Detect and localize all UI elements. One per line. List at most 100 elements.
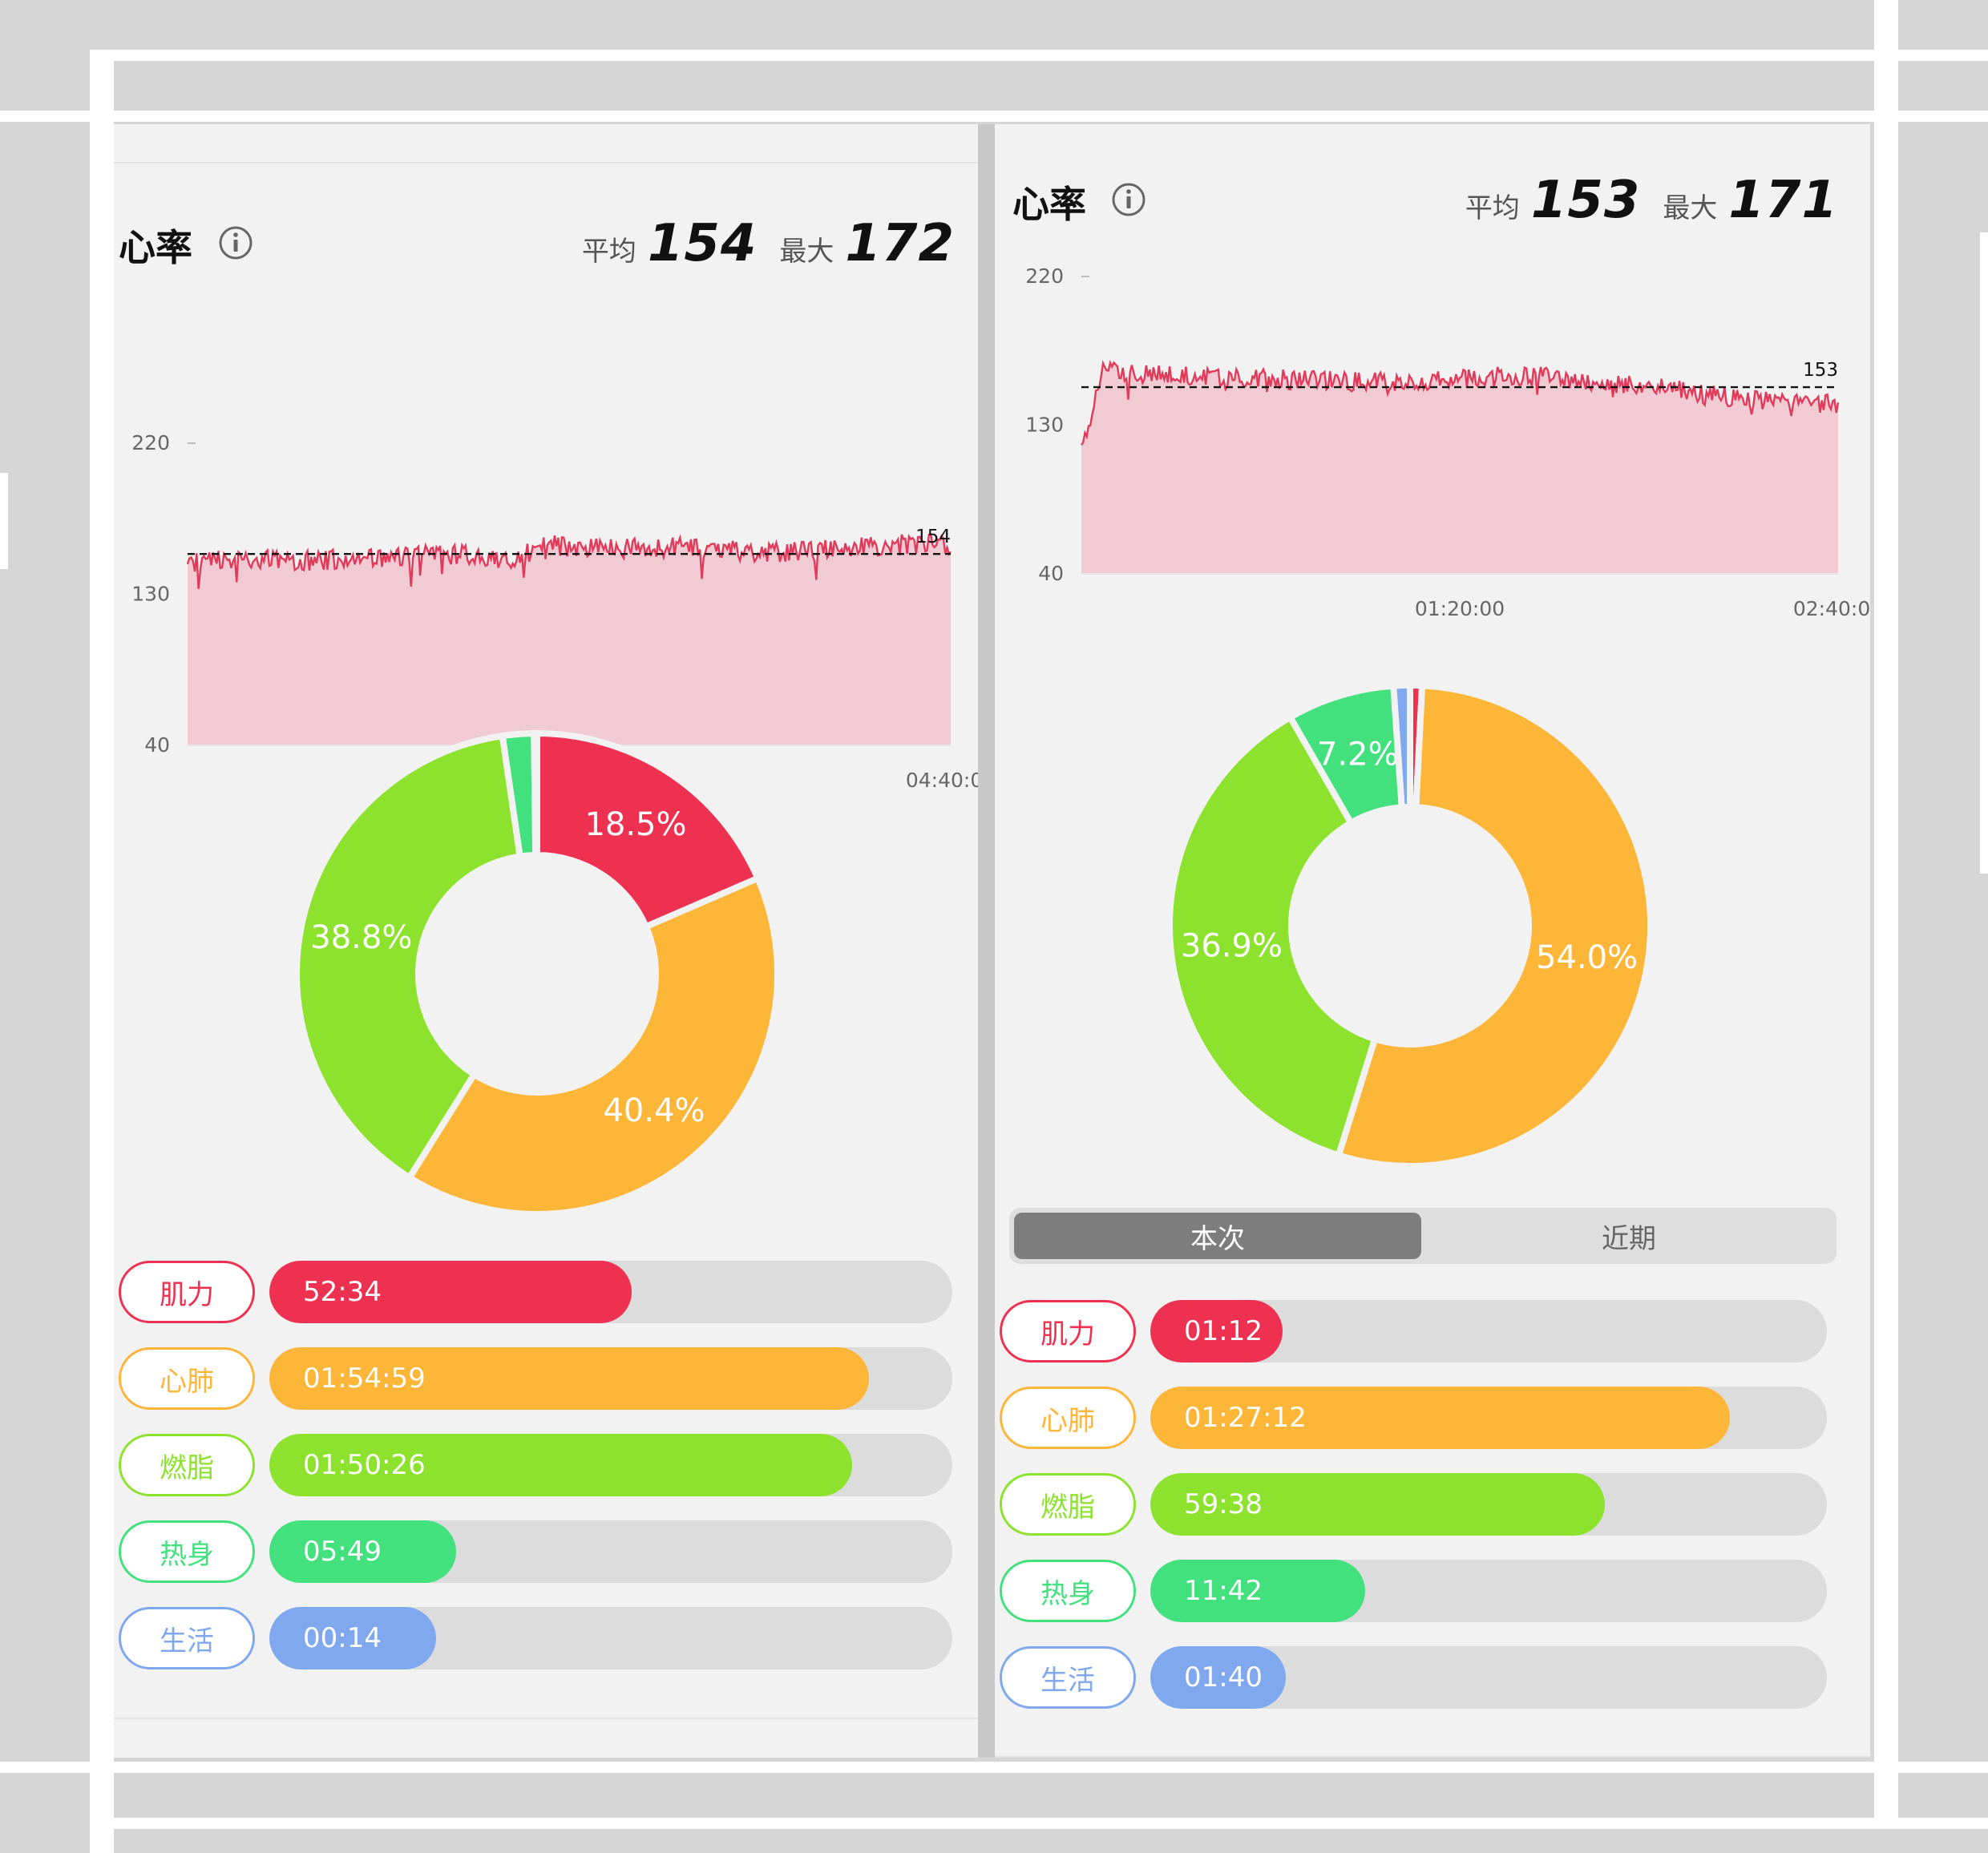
frame-right-outer bbox=[1980, 232, 1988, 874]
bottom-separator bbox=[995, 1756, 1870, 1758]
period-segmented-control: 本次 近期 bbox=[1009, 1208, 1836, 1264]
x-tick-label: 02:40:00 bbox=[1793, 597, 1870, 620]
x-tick-label: 01:20:00 bbox=[1415, 597, 1505, 620]
frame-bottom bbox=[0, 1762, 1988, 1773]
avg-label: 平均 bbox=[581, 236, 636, 268]
zone-progress-fill bbox=[1150, 1473, 1606, 1536]
zone-progress-fill bbox=[1150, 1560, 1366, 1622]
heart-rate-stats: 平均 154 最大 172 bbox=[582, 214, 955, 273]
zone-progress-fill bbox=[269, 1347, 870, 1410]
heart-rate-title: 心率 bbox=[119, 226, 192, 269]
zone-row: 热身 11:42 bbox=[1000, 1560, 1827, 1622]
frame-top-2 bbox=[0, 111, 1988, 122]
frame-left-outer bbox=[0, 473, 8, 569]
zone-row: 肌力 52:34 bbox=[119, 1261, 952, 1323]
zone-progress-fill bbox=[269, 1434, 852, 1496]
heart-rate-line bbox=[1081, 359, 1840, 446]
frame-top bbox=[90, 50, 1988, 61]
zone-row: 热身 05:49 bbox=[119, 1520, 952, 1583]
zone-duration: 52:34 bbox=[303, 1276, 382, 1308]
heart-rate-panel-left: 心率 平均 154 最大 172 2201304002:20:0004:40:0… bbox=[114, 124, 978, 1758]
frame-bottom-2 bbox=[90, 1818, 1988, 1829]
y-tick-label: 220 bbox=[1025, 264, 1064, 288]
zone-duration: 11:42 bbox=[1184, 1575, 1263, 1607]
zone-row: 肌力 01:12 bbox=[1000, 1300, 1827, 1362]
frame-right bbox=[1874, 0, 1898, 1827]
zone-row: 燃脂 59:38 bbox=[1000, 1473, 1827, 1536]
zone-progress-track: 52:34 bbox=[269, 1261, 952, 1323]
zone-progress-track: 05:49 bbox=[269, 1520, 952, 1583]
donut-slice-label: 7.2% bbox=[1317, 737, 1399, 773]
zone-badge[interactable]: 热身 bbox=[119, 1520, 255, 1583]
zone-duration: 01:54:59 bbox=[303, 1362, 426, 1395]
zone-badge[interactable]: 热身 bbox=[1000, 1560, 1136, 1622]
donut-slice-label: 38.8% bbox=[310, 919, 412, 956]
zone-badge[interactable]: 心肺 bbox=[119, 1347, 255, 1410]
zone-progress-track: 00:14 bbox=[269, 1607, 952, 1669]
zone-donut-chart: 18.5% 40.4% 38.8% bbox=[293, 729, 781, 1217]
donut-slice[interactable] bbox=[405, 874, 781, 1217]
zone-progress-track: 01:27:12 bbox=[1150, 1387, 1827, 1449]
zone-progress-fill bbox=[1150, 1300, 1283, 1362]
average-line-label: 153 bbox=[1803, 360, 1838, 381]
zone-duration: 01:27:12 bbox=[1184, 1402, 1307, 1434]
tab-this-session[interactable]: 本次 bbox=[1014, 1213, 1421, 1259]
zone-progress-fill bbox=[269, 1520, 457, 1583]
info-icon[interactable] bbox=[218, 225, 253, 260]
zone-progress-track: 01:50:26 bbox=[269, 1434, 952, 1496]
donut-slice[interactable] bbox=[534, 729, 762, 931]
avg-value: 154 bbox=[647, 214, 758, 273]
heart-rate-title: 心率 bbox=[1012, 183, 1086, 226]
y-tick-label: 130 bbox=[1025, 414, 1064, 437]
zone-progress-track: 01:12 bbox=[1150, 1300, 1827, 1362]
tab-recent[interactable]: 近期 bbox=[1602, 1222, 1656, 1255]
zone-duration: 01:12 bbox=[1184, 1315, 1263, 1347]
average-line-label: 154 bbox=[915, 527, 951, 547]
zone-duration: 00:14 bbox=[303, 1622, 382, 1654]
y-tick-label: 130 bbox=[131, 583, 170, 606]
donut-slice[interactable] bbox=[293, 732, 524, 1182]
donut-slice-label: 40.4% bbox=[603, 1092, 705, 1129]
zone-duration: 59:38 bbox=[1184, 1488, 1263, 1520]
zone-progress-fill bbox=[269, 1607, 436, 1669]
donut-slice[interactable] bbox=[1166, 713, 1380, 1160]
heart-rate-panel-right: 心率 平均 153 最大 171 220 130 40 01:20:00 02:40:0… bbox=[995, 124, 1870, 1758]
max-value: 172 bbox=[845, 214, 955, 273]
max-value: 171 bbox=[1728, 171, 1838, 230]
top-separator bbox=[114, 162, 978, 164]
donut-slice-label: 36.9% bbox=[1181, 928, 1283, 965]
zone-badge[interactable]: 燃脂 bbox=[1000, 1473, 1136, 1536]
zone-donut-chart: 54.0% 36.9% 7.2% bbox=[1166, 681, 1654, 1169]
heart-rate-stats: 平均 153 最大 171 bbox=[1465, 171, 1838, 230]
heart-rate-line bbox=[186, 533, 952, 590]
frame-left bbox=[90, 50, 114, 1853]
zone-badge[interactable]: 生活 bbox=[119, 1607, 255, 1669]
zone-progress-track: 59:38 bbox=[1150, 1473, 1827, 1536]
zone-duration: 01:50:26 bbox=[303, 1449, 426, 1481]
donut-slice[interactable] bbox=[1334, 682, 1654, 1169]
zone-row: 心肺 01:27:12 bbox=[1000, 1387, 1827, 1449]
panel-divider bbox=[978, 124, 995, 1758]
bottom-separator bbox=[114, 1718, 978, 1719]
donut-slice-label: 18.5% bbox=[584, 806, 686, 843]
info-icon[interactable] bbox=[1111, 182, 1146, 217]
zone-row: 生活 00:14 bbox=[119, 1607, 952, 1669]
y-tick-label: 220 bbox=[131, 431, 170, 454]
zone-row: 生活 01:40 bbox=[1000, 1646, 1827, 1709]
y-tick-label: 40 bbox=[144, 733, 170, 757]
zone-badge[interactable]: 心肺 bbox=[1000, 1387, 1136, 1449]
zone-progress-fill bbox=[1150, 1387, 1731, 1449]
zone-badge[interactable]: 肌力 bbox=[119, 1261, 255, 1323]
zone-progress-track: 01:54:59 bbox=[269, 1347, 952, 1410]
zone-row: 心肺 01:54:59 bbox=[119, 1347, 952, 1410]
avg-label: 平均 bbox=[1465, 192, 1520, 224]
zone-badge[interactable]: 燃脂 bbox=[119, 1434, 255, 1496]
zone-badge[interactable]: 肌力 bbox=[1000, 1300, 1136, 1362]
donut-slice[interactable] bbox=[1390, 681, 1413, 811]
donut-slice[interactable] bbox=[531, 729, 540, 859]
max-label: 最大 bbox=[779, 236, 834, 268]
zone-progress-fill bbox=[269, 1261, 632, 1323]
zone-badge[interactable]: 生活 bbox=[1000, 1646, 1136, 1709]
heart-rate-area bbox=[188, 534, 951, 745]
